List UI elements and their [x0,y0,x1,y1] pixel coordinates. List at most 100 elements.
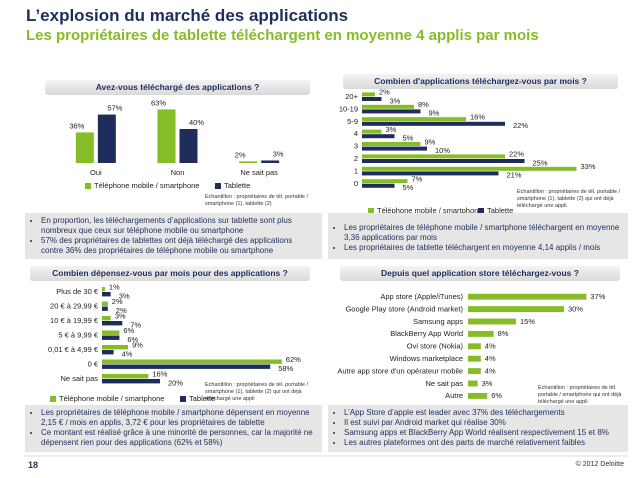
bar [362,179,408,184]
page-number: 18 [28,460,39,470]
value-label: 7% [130,320,141,329]
chart-title: Avez-vous téléchargé des applications ? [45,80,310,95]
value-label: 22% [509,150,524,159]
bar [362,171,499,176]
x-tick-label: Ne sait pas [240,168,278,177]
bar [362,109,421,114]
value-label: 2% [116,306,127,315]
y-tick-label: 2 [354,154,358,163]
bar [362,154,505,159]
legend-label: Téléphone mobile / smartphone [377,206,482,215]
legend-label: Tablette [487,206,513,215]
value-label: 20% [168,378,183,387]
bar [468,330,494,337]
y-tick-label: Google Play store (Android market) [345,304,463,313]
bar [468,318,516,325]
y-tick-label: BlackBerry App World [390,329,463,338]
value-label: 8% [498,329,509,338]
value-label: 4% [485,342,496,351]
y-tick-label: 10-19 [339,104,358,113]
notes: Les propriétaires de téléphone mobile / … [25,405,322,452]
bar [75,132,94,163]
note: Il est suivi par Android market qui réal… [344,418,622,428]
bar [362,166,577,171]
y-tick-label: Plus de 30 € [56,287,99,296]
bar [468,392,488,399]
value-label: 62% [286,355,301,364]
y-tick-label: 10 € à 19,99 € [50,316,99,325]
legend-swatch [85,183,91,189]
value-label: 10% [435,146,450,155]
bar [102,359,282,364]
value-label: 3% [119,291,130,300]
copyright: © 2012 Deloitte [575,461,624,468]
note: 57% des propriétaires de tablettes ont d… [41,236,316,256]
legend-swatch [180,396,186,402]
value-label: 4% [485,366,496,375]
note: Samsung apps et BlackBerry App World réa… [344,428,622,438]
value-label: 63% [151,98,166,107]
notes: Les propriétaires de téléphone mobile / … [328,213,628,259]
value-label: 58% [278,364,293,373]
x-tick-label: Oui [90,168,102,177]
value-label: 3% [482,379,493,388]
value-label: 25% [533,158,548,167]
bar [468,343,481,350]
legend-swatch [215,183,221,189]
value-label: 6% [123,326,134,335]
y-tick-label: 0 [354,179,358,188]
notes: En proportion, les téléchargements d’app… [25,213,322,259]
bar [362,97,382,101]
value-label: 1% [109,282,120,291]
bar [157,109,176,163]
note: L’App Store d’apple est leader avec 37% … [344,408,622,418]
chart-title: Depuis quel application store télécharge… [340,266,620,281]
note: Les propriétaires de téléphone mobile / … [41,408,316,428]
y-tick-label: App store (Apple/iTunes) [380,292,463,301]
note: Les autres plateformes ont des parts de … [344,438,622,448]
value-label: 7% [412,174,423,183]
bar [362,134,395,139]
value-label: 4% [122,349,133,358]
value-label: 4% [485,354,496,363]
bar [362,146,427,151]
bar [102,321,123,326]
value-label: 15% [520,317,535,326]
bar [97,114,116,163]
note: Les propriétaires de tablette télécharge… [344,243,622,253]
value-label: 36% [69,121,84,130]
value-label: 33% [581,162,596,171]
value-label: 3% [115,311,126,320]
bar [362,159,525,163]
slide-title: L’explosion du marché des applications [26,6,349,25]
bar [102,301,108,306]
bar [362,104,414,109]
y-tick-label: Samsung apps [413,317,463,326]
legend-label: Tablette [189,394,215,403]
bar [102,350,114,355]
value-label: 2% [235,150,246,159]
value-label: 3% [273,149,284,158]
value-label: 5% [403,133,414,142]
legend-label: Téléphone mobile / smartphone [94,181,199,190]
y-tick-label: 0,01 € à 4,99 € [48,345,99,354]
legend-swatch [478,208,484,214]
value-label: 21% [507,171,522,180]
notes: L’App Store d’apple est leader avec 37% … [328,405,628,452]
note: En proportion, les téléchargements d’app… [41,216,316,236]
bar [362,121,505,126]
bar [102,292,111,297]
y-tick-label: 5 € à 9,99 € [58,330,98,339]
bar [239,161,258,163]
value-label: 8% [418,100,429,109]
y-tick-label: 5-9 [347,117,358,126]
bar [468,368,481,375]
note: Les propriétaires de téléphone mobile / … [344,223,622,243]
x-tick-label: Non [171,168,185,177]
legend-label: Tablette [224,181,250,190]
note: Ce montant est réalisé grâce à une minor… [41,428,316,448]
value-label: 9% [429,109,440,118]
bar [102,374,149,379]
